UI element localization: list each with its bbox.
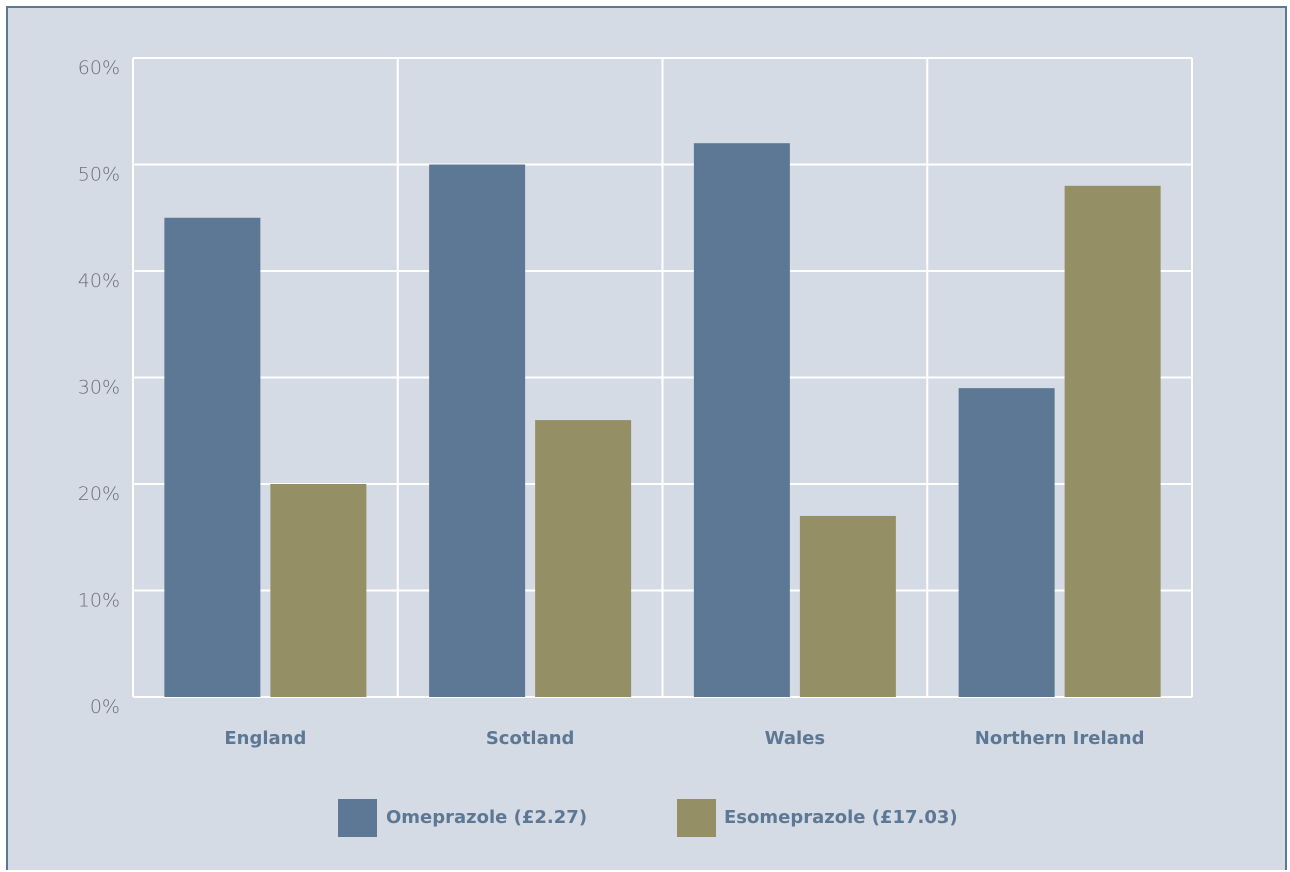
- x-category-label: Northern Ireland: [975, 728, 1145, 749]
- bar-scotland-series-1: [535, 420, 632, 697]
- legend-label: Omeprazole (£2.27): [386, 807, 587, 828]
- bar-wales-series-1: [799, 515, 896, 697]
- y-axis-ticks: 0% 10% 20% 30% 40% 50% 60%: [78, 57, 120, 718]
- y-tick-label: 50%: [78, 164, 120, 186]
- bar-northern-ireland-series-1: [1064, 185, 1161, 698]
- x-axis-categories: England Scotland Wales Northern Ireland: [224, 728, 1144, 749]
- chart-frame: 0% 10% 20% 30% 40% 50% 60% England Scotland Wale…: [6, 6, 1287, 870]
- bar-northern-ireland-series-0: [958, 388, 1055, 697]
- x-category-label: England: [224, 728, 306, 749]
- bars: [164, 143, 1161, 698]
- y-tick-label: 60%: [78, 57, 120, 79]
- bar-scotland-series-0: [429, 164, 526, 697]
- bar-england-series-0: [164, 217, 261, 697]
- legend-swatch: [677, 799, 716, 837]
- legend-swatch: [338, 799, 377, 837]
- y-tick-label: 20%: [78, 483, 120, 505]
- y-tick-label: 0%: [90, 696, 120, 718]
- bar-chart: 0% 10% 20% 30% 40% 50% 60% England Scotland Wale…: [78, 57, 1193, 837]
- x-category-label: Wales: [765, 728, 825, 749]
- bar-england-series-1: [270, 484, 367, 697]
- bar-wales-series-0: [693, 143, 790, 697]
- y-tick-label: 40%: [78, 270, 120, 292]
- x-category-label: Scotland: [486, 728, 575, 749]
- legend-label: Esomeprazole (£17.03): [724, 807, 958, 828]
- y-tick-label: 30%: [78, 377, 120, 399]
- legend: Omeprazole (£2.27) Esomeprazole (£17.03): [338, 799, 958, 837]
- y-tick-label: 10%: [78, 590, 120, 612]
